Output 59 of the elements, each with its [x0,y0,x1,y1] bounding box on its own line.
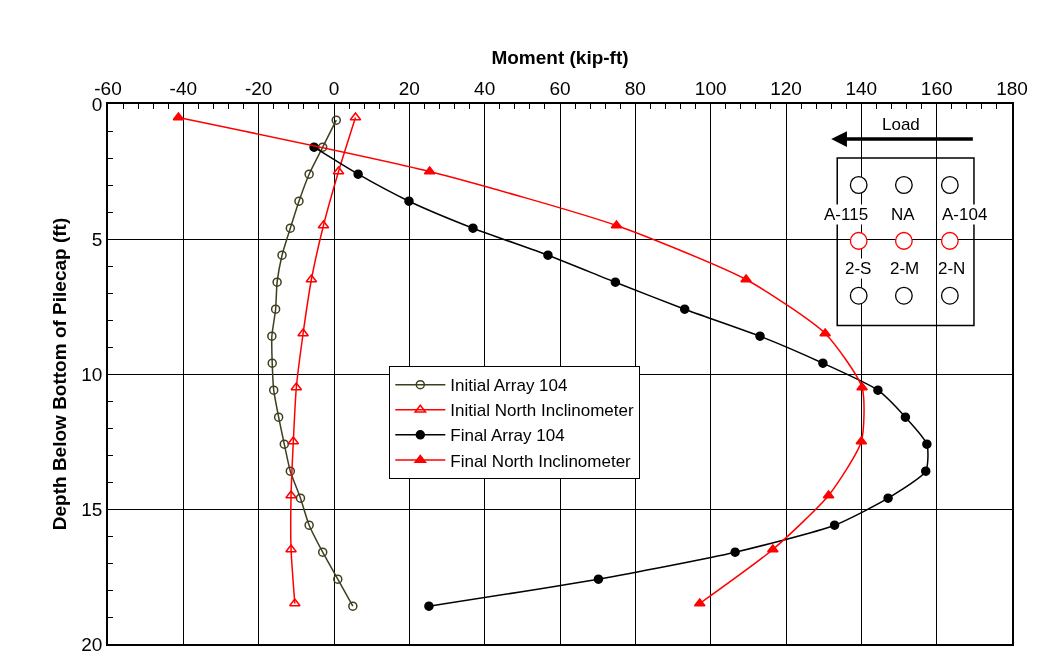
point [333,574,343,584]
y-tick-label: 20 [81,633,103,655]
legend-label: Final Array 104 [450,426,565,446]
y-tick-label: 5 [91,228,103,250]
point [331,115,342,125]
point [900,412,911,422]
point [277,250,287,260]
legend-label: Final North Inclinometer [450,451,632,471]
point [829,520,840,530]
point [270,304,281,314]
point [273,412,284,422]
point [468,223,478,233]
point [285,223,296,233]
point [268,385,279,395]
point [543,250,553,260]
point [294,196,304,206]
point [272,277,282,287]
y-tick-label: 15 [81,498,103,520]
x-tick-label: 40 [474,77,496,99]
point [755,331,765,341]
x-tick-label: 80 [624,77,646,99]
x-tick-label: 100 [694,77,727,99]
point [424,601,434,611]
point [267,358,277,368]
legend-label: Initial North Inclinometer [450,401,634,421]
x-tick-label: 140 [845,77,878,99]
point [317,142,328,152]
point [920,466,931,476]
point [593,574,604,584]
point [279,439,290,449]
point [610,277,621,287]
point [317,547,328,557]
point [285,466,296,476]
x-tick-label: 160 [920,77,953,99]
point [922,439,932,449]
point [818,358,828,368]
y-tick-label: 10 [81,363,103,385]
x-axis-title: Moment (kip-ft) [491,47,629,68]
legend-label: Initial Array 104 [450,376,568,396]
x-tick-label: -40 [169,77,198,99]
point [883,493,893,503]
point [267,331,277,341]
x-tick-label: 20 [398,77,420,99]
x-tick-label: 60 [549,77,571,99]
point [404,196,414,206]
x-tick-label: 0 [328,77,340,99]
point [873,385,883,395]
point [348,601,358,611]
x-tick-label: -20 [244,77,273,99]
y-axis-title: Depth Below Bottom of Pilecap (ft) [48,217,70,531]
point [730,547,740,557]
point [295,493,306,503]
point [679,304,690,314]
annotation: Load [882,115,920,134]
x-tick-label: 180 [996,77,1028,99]
point [353,169,363,179]
x-tick-label: 120 [770,77,802,99]
point [304,169,314,179]
point [304,520,314,530]
